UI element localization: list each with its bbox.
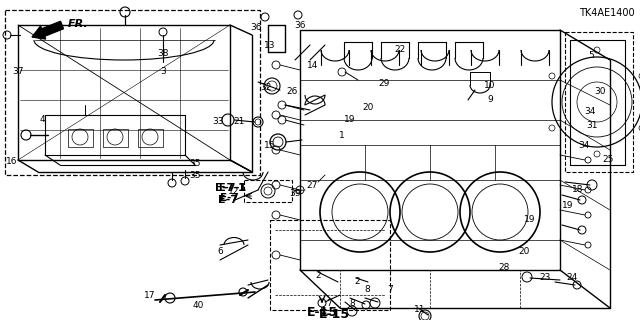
Text: 15: 15 xyxy=(264,140,276,149)
Text: 18: 18 xyxy=(572,186,584,195)
Text: 24: 24 xyxy=(566,274,578,283)
Text: 32: 32 xyxy=(260,84,272,92)
Text: 36: 36 xyxy=(250,23,262,33)
Text: 20: 20 xyxy=(518,247,530,257)
Bar xyxy=(244,180,292,202)
Text: 29: 29 xyxy=(378,79,390,89)
Text: 36: 36 xyxy=(294,20,306,29)
Text: 26: 26 xyxy=(286,87,298,97)
Text: 14: 14 xyxy=(307,61,319,70)
Text: 34: 34 xyxy=(579,140,589,149)
Text: 19: 19 xyxy=(344,116,356,124)
Text: 27: 27 xyxy=(307,180,317,189)
Text: 4: 4 xyxy=(39,116,45,124)
Text: 8: 8 xyxy=(349,300,355,308)
Text: 28: 28 xyxy=(499,263,509,273)
Text: 9: 9 xyxy=(487,95,493,105)
Text: 34: 34 xyxy=(584,108,596,116)
Text: E-7-1: E-7-1 xyxy=(215,183,245,193)
Text: E-7: E-7 xyxy=(218,195,238,205)
Text: 38: 38 xyxy=(157,50,169,59)
Text: 39: 39 xyxy=(289,189,301,198)
Text: 7: 7 xyxy=(326,300,332,308)
Text: 22: 22 xyxy=(394,45,406,54)
Text: 13: 13 xyxy=(264,41,276,50)
Bar xyxy=(270,220,390,310)
Text: 23: 23 xyxy=(540,274,550,283)
Text: 31: 31 xyxy=(586,121,598,130)
Text: TK4AE1400: TK4AE1400 xyxy=(579,8,635,18)
Text: E-7-1: E-7-1 xyxy=(218,183,246,193)
Text: 25: 25 xyxy=(602,156,614,164)
Text: 2: 2 xyxy=(315,271,321,281)
Bar xyxy=(68,129,93,147)
Bar xyxy=(565,32,633,172)
Text: 40: 40 xyxy=(192,301,204,310)
Text: 35: 35 xyxy=(189,172,201,180)
Text: 16: 16 xyxy=(6,157,18,166)
Text: 3: 3 xyxy=(160,67,166,76)
Text: 37: 37 xyxy=(12,68,24,76)
Text: 33: 33 xyxy=(212,117,224,126)
Bar xyxy=(103,129,128,147)
Text: E-15: E-15 xyxy=(307,306,337,318)
Text: 1: 1 xyxy=(339,131,345,140)
Text: 35: 35 xyxy=(189,159,201,169)
Text: 11: 11 xyxy=(414,306,426,315)
Text: 10: 10 xyxy=(484,81,496,90)
Text: 6: 6 xyxy=(217,247,223,257)
Text: E-7: E-7 xyxy=(220,193,239,203)
Text: 19: 19 xyxy=(563,201,573,210)
Text: FR.: FR. xyxy=(68,19,89,29)
Text: 5: 5 xyxy=(588,52,594,60)
Bar xyxy=(138,129,163,147)
Text: 8: 8 xyxy=(364,285,370,294)
Text: 21: 21 xyxy=(234,117,244,126)
Text: 2: 2 xyxy=(354,277,360,286)
Text: E-15: E-15 xyxy=(319,308,349,320)
Text: 19: 19 xyxy=(524,215,536,225)
Bar xyxy=(5,10,260,175)
Text: 17: 17 xyxy=(144,292,156,300)
Text: 7: 7 xyxy=(387,285,393,294)
Text: 20: 20 xyxy=(362,102,374,111)
FancyArrow shape xyxy=(32,21,63,39)
Text: 30: 30 xyxy=(595,87,605,97)
Text: 12: 12 xyxy=(228,188,240,196)
